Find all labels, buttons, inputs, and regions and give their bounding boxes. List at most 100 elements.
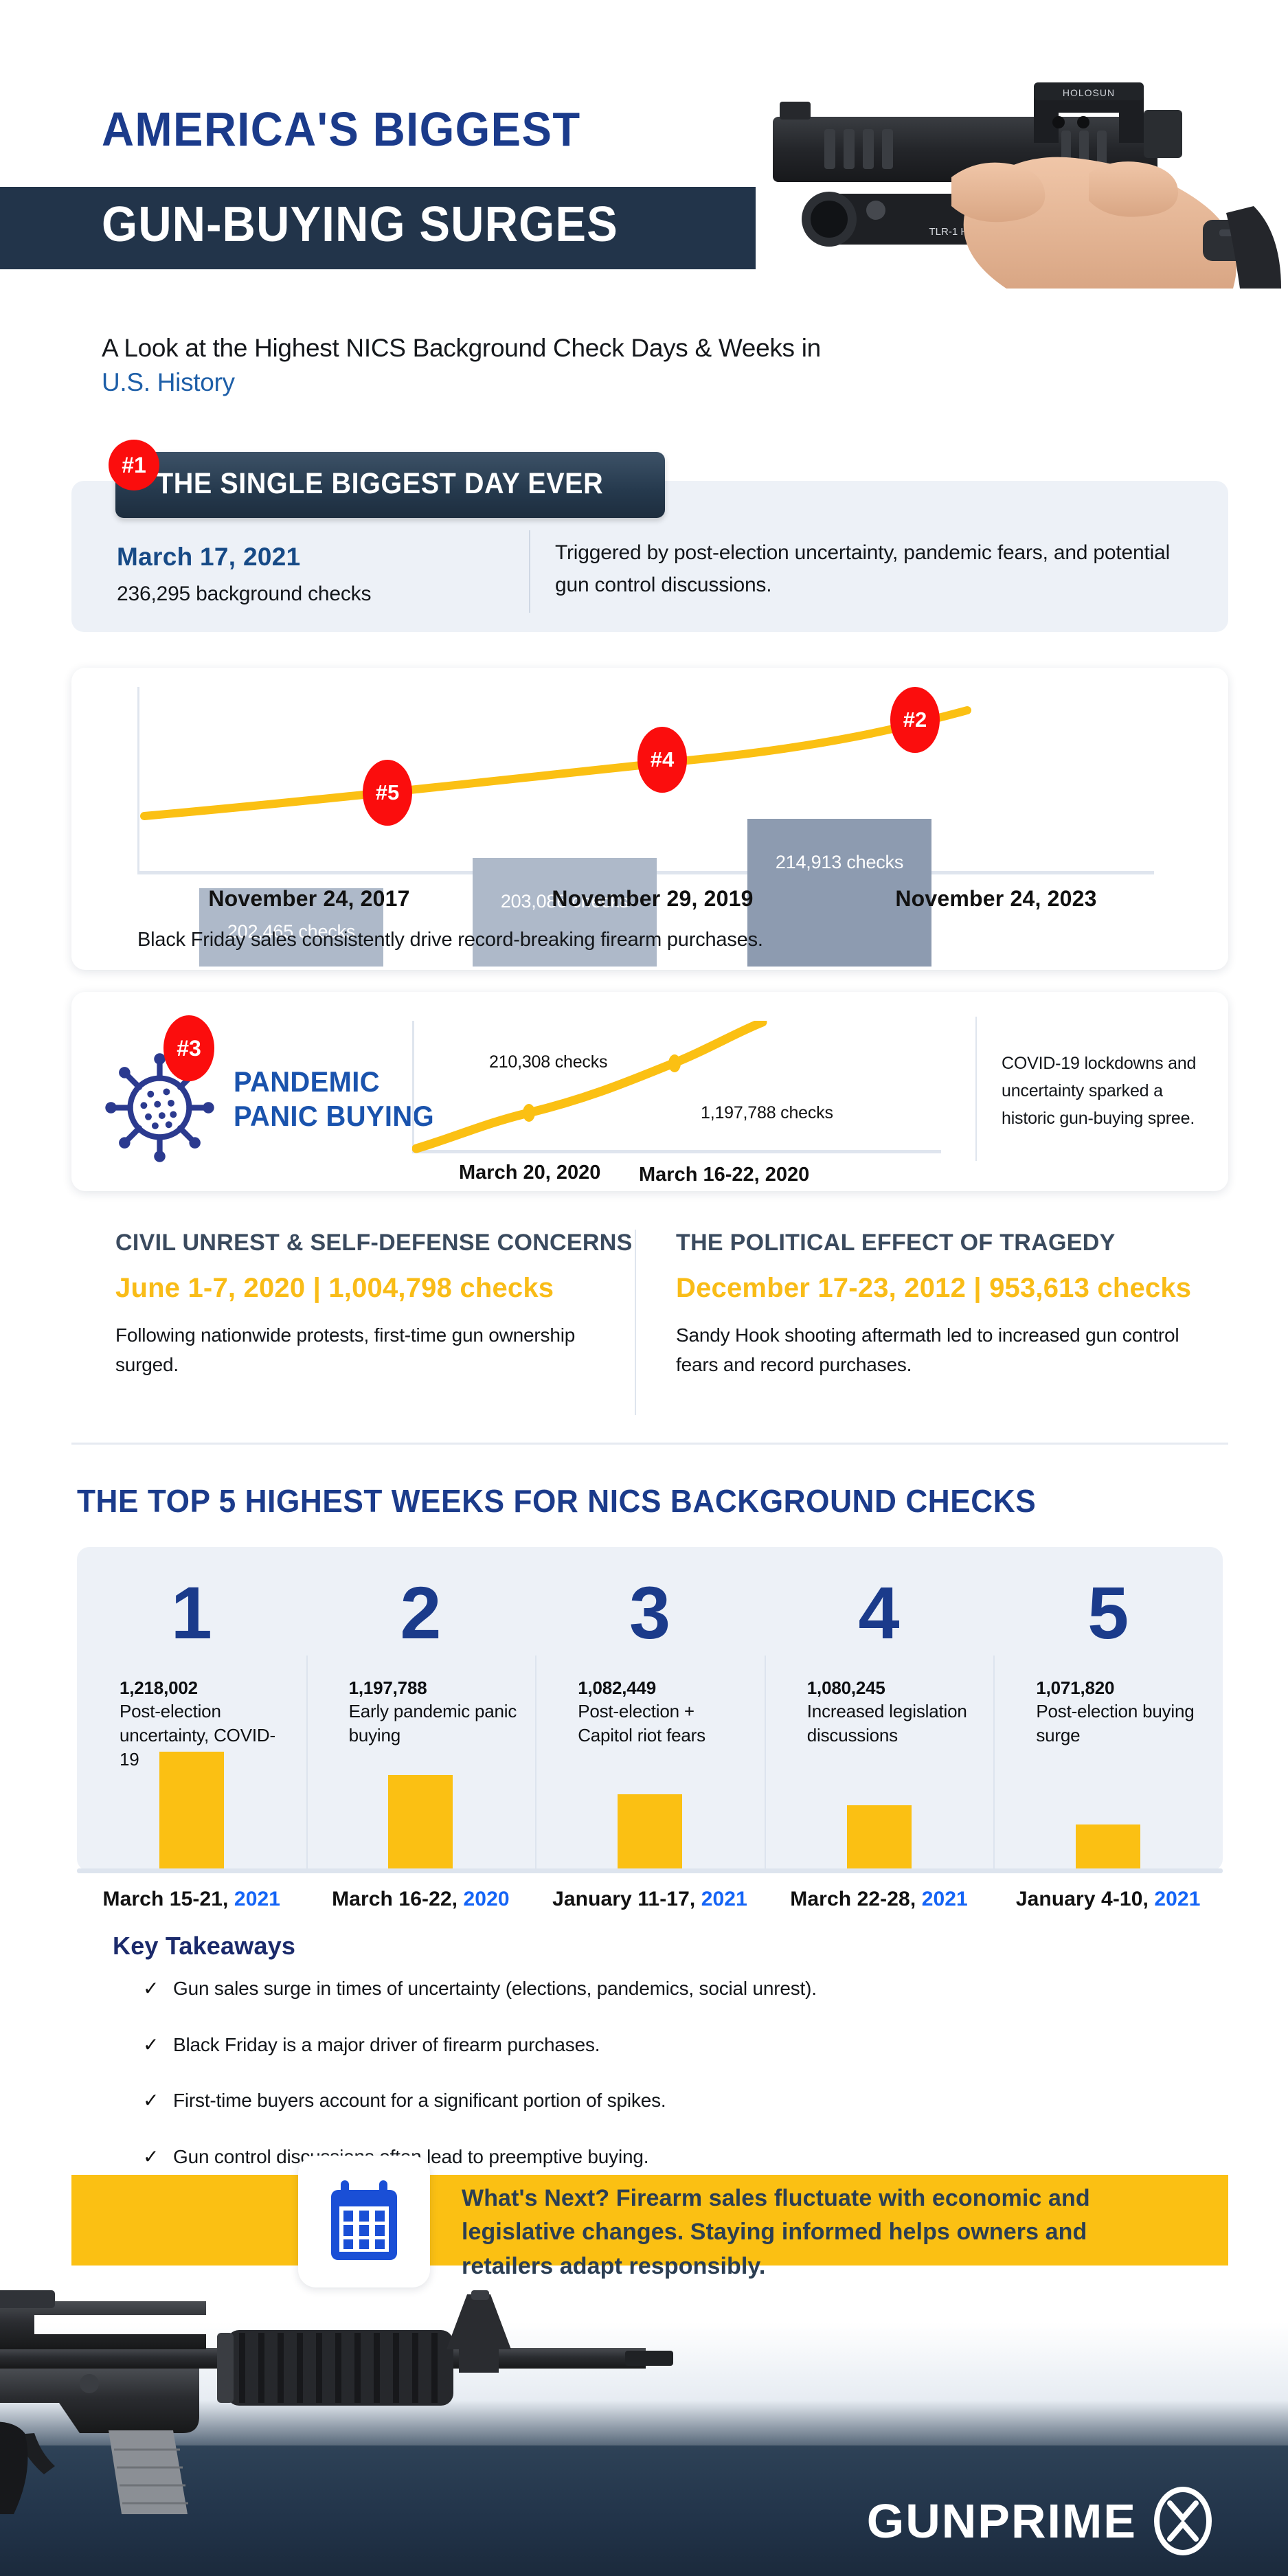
column-political-tragedy: THE POLITICAL EFFECT OF TRAGEDY December… [676,1230,1198,1380]
pandemic-title-line2: PANIC BUYING [234,1099,435,1132]
date-year: 2020 [463,1888,510,1910]
top5-bar [388,1775,453,1871]
week-value: 1,197,788 [348,1677,427,1698]
pandemic-label-week: 1,197,788 checks [701,1103,833,1122]
brand-name: GUNPRIME [866,2494,1137,2548]
brand-logo: GUNPRIME [867,2487,1212,2555]
top5-column-1: 1 1,218,002 Post-election uncertainty, C… [77,1547,306,1871]
subtitle-text: A Look at the Highest NICS Background Ch… [102,334,821,362]
list-item-text: First-time buyers account for a signific… [173,2090,666,2112]
column-divider [635,1230,636,1415]
crosshair-circle-icon [1154,2487,1212,2555]
chart-y-axis [137,687,139,872]
list-item-text: Gun sales surge in times of uncertainty … [173,1978,817,1999]
top5-heading: THE TOP 5 HIGHEST WEEKS FOR NICS BACKGRO… [77,1483,1037,1519]
rank-number: 4 [858,1571,900,1654]
rank-number: 1 [170,1571,212,1654]
column-amount: June 1-7, 2020 | 1,004,798 checks [115,1273,554,1303]
top5-column-3: 3 1,082,449 Post-election + Capitol riot… [535,1547,765,1871]
pandemic-divider [975,1017,977,1161]
top5-column-5: 5 1,071,820 Post-election buying surge [993,1547,1223,1871]
top5-column-2: 2 1,197,788 Early pandemic panic buying [306,1547,536,1871]
list-item: ✓ Gun sales surge in times of uncertaint… [143,1977,1173,2000]
date-year: 2021 [921,1888,968,1910]
top5-bar [846,1805,912,1871]
page-title-line2: GUN-BUYING SURGES [102,197,618,252]
pandemic-note: COVID-19 lockdowns and uncertainty spark… [1002,1054,1197,1128]
pandemic-title: PANDEMIC PANIC BUYING [234,1065,434,1133]
top5-x-labels: March 15-21, 2021 March 16-22, 2020 Janu… [77,1888,1223,1911]
top5-bar [1076,1824,1141,1871]
top5-xlabel-5: January 4-10, 2021 [993,1888,1223,1911]
bar-bf-2: 214,913 checks [747,819,931,967]
column-heading: THE POLITICAL EFFECT OF TRAGEDY [676,1230,1116,1256]
single-day-description: Triggered by post-election uncertainty, … [555,541,1171,596]
week-description: Post-election buying surge [1036,1701,1195,1746]
check-icon: ✓ [143,2090,159,2112]
week-description: Post-election uncertainty, COVID-19 [120,1701,275,1770]
list-item-text: Black Friday is a major driver of firear… [173,2033,600,2055]
bf-xlabel-1: November 29, 2019 [552,886,754,911]
list-item: ✓ First-time buyers account for a signif… [143,2089,1173,2112]
rank-badge-3: #3 [163,1015,214,1081]
column-body: Following nationwide protests, first-tim… [115,1324,576,1376]
top5-bar [617,1794,682,1871]
date-year: 2021 [701,1888,747,1910]
pandemic-y-axis [412,1021,414,1151]
vertical-divider [529,530,530,613]
top5-xlabel-1: March 15-21, 2021 [77,1888,306,1911]
column-body: Sandy Hook shooting aftermath led to inc… [676,1324,1179,1376]
bar-bf-1: 203,086 checks [473,858,657,967]
column-heading: CIVIL UNREST & SELF-DEFENSE CONCERNS [115,1230,633,1256]
top5-xlabel-2: March 16-22, 2020 [306,1888,536,1911]
two-column-section: CIVIL UNREST & SELF-DEFENSE CONCERNS Jun… [71,1230,1228,1436]
check-icon: ✓ [143,2145,159,2167]
date-prefix: January 11-17, [552,1888,701,1910]
subtitle-highlight: U.S. History [102,368,235,396]
single-day-checks: 236,295 background checks [117,583,372,605]
single-day-ribbon: THE SINGLE BIGGEST DAY EVER [115,452,665,518]
week-value: 1,080,245 [806,1677,885,1698]
pandemic-label-day: 210,308 checks [489,1052,608,1072]
pandemic-title-line1: PANDEMIC [234,1065,380,1098]
takeaways-list: ✓ Gun sales surge in times of uncertaint… [143,1977,1173,2201]
rank-number: 5 [1087,1571,1129,1654]
svg-text:HOLOSUN: HOLOSUN [1063,87,1115,98]
bar-label-2: 214,913 checks [775,852,904,872]
pandemic-xlabel-day: March 20, 2020 [459,1162,601,1184]
cta-text: What's Next? Firearm sales fluctuate wit… [462,2185,1090,2279]
top5-xlabel-3: January 11-17, 2021 [535,1888,765,1911]
pandemic-card [71,992,1228,1191]
top5-column-4: 4 1,080,245 Increased legislation discus… [764,1547,994,1871]
bar-bf-0: 202,465 checks [199,888,383,967]
pandemic-xlabel-week: March 16-22, 2020 [639,1164,810,1186]
date-prefix: January 4-10, [1015,1888,1155,1910]
bf-xlabel-2: November 24, 2023 [895,886,1097,911]
page-title-line1: AMERICA'S BIGGEST [102,102,581,156]
check-icon: ✓ [143,1978,159,1999]
top5-xlabel-4: March 22-28, 2021 [765,1888,994,1911]
black-friday-note: Black Friday sales consistently drive re… [137,929,763,951]
week-value: 1,082,449 [578,1677,657,1698]
week-description: Post-election + Capitol riot fears [578,1701,705,1746]
svg-text:TLR-1 HL: TLR-1 HL [929,226,973,238]
week-value: 1,071,820 [1036,1677,1115,1698]
list-item: ✓ Gun control discussions often lead to … [143,2145,1173,2169]
column-amount: December 17-23, 2012 | 953,613 checks [676,1273,1192,1303]
rank-badge-1: #1 [109,440,159,490]
date-prefix: March 15-21, [102,1888,234,1910]
single-day-date: March 17, 2021 [117,543,301,571]
date-prefix: March 16-22, [332,1888,464,1910]
list-item: ✓ Black Friday is a major driver of fire… [143,2033,1173,2057]
date-year: 2021 [1154,1888,1201,1910]
footer-gradient [0,2322,1288,2452]
bar-label-0: 202,465 checks [227,921,356,942]
top5-grid: 1 1,218,002 Post-election uncertainty, C… [77,1547,1223,1871]
takeaways-heading: Key Takeaways [113,1932,296,1960]
date-year: 2021 [234,1888,281,1910]
footer-bar [0,2445,1288,2576]
rank-number: 2 [400,1571,442,1654]
top5-bar [159,1752,224,1871]
check-icon: ✓ [143,2033,159,2055]
rank-badge-5: #5 [363,760,412,826]
